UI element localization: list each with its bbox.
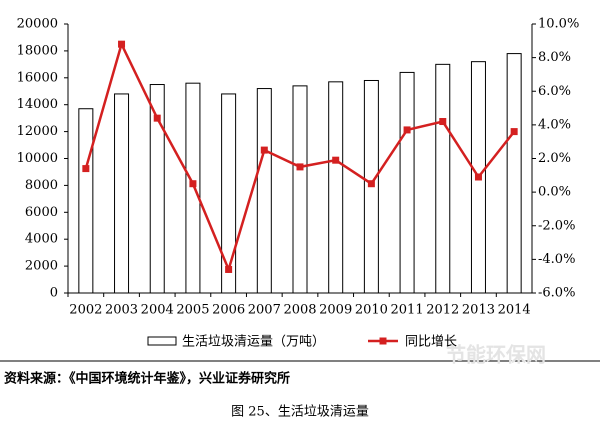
bar [185,82,201,294]
bar [435,63,451,294]
bar [292,85,308,294]
y-tick-label: 14000 [17,97,58,112]
bar [78,108,94,294]
x-tick-label: 2003 [105,303,138,318]
x-tick-label: 2009 [319,303,352,318]
y-tick-label: 20000 [17,17,58,32]
marker [82,165,90,173]
marker [118,40,126,48]
y-tick-label: 10000 [17,151,58,166]
y-tick-label: 18000 [17,43,58,58]
y-tick-label: 8000 [25,178,58,193]
marker [296,163,304,171]
y-tick-label: 4000 [25,232,58,247]
bar [328,81,344,294]
y-tick-label: 12000 [17,124,58,139]
x-tick-label: 2005 [176,303,209,318]
marker [439,118,447,126]
legend-label: 同比增长 [405,335,457,350]
marker [153,114,161,122]
y2-tick-label: -6.0% [538,286,575,301]
marker [367,180,375,188]
y2-tick-label: 4.0% [538,117,571,132]
bar [221,93,237,294]
x-tick-label: 2007 [248,303,281,318]
x-tick-label: 2014 [498,303,531,318]
marker [474,173,482,181]
y2-tick-label: 8.0% [538,50,571,65]
marker [510,128,518,136]
y2-tick-label: 2.0% [538,151,571,166]
y2-tick-label: -4.0% [538,252,575,267]
legend-swatch [379,337,387,345]
bar [399,71,415,294]
bar [506,53,522,294]
x-tick-label: 2011 [391,303,424,318]
y-tick-label: 16000 [17,70,58,85]
bar [114,93,130,294]
y-tick-label: 6000 [25,205,58,220]
x-tick-label: 2006 [212,303,245,318]
marker [189,180,197,188]
x-tick-label: 2004 [141,303,174,318]
source-note: 资料来源：《中国环境统计年鉴》，兴业证券研究所 [4,371,290,387]
y-tick-label: 2000 [25,259,58,274]
legend-swatch [147,336,177,346]
marker [403,126,411,134]
watermark: 节能环保网 [446,343,546,367]
y2-tick-label: 6.0% [538,84,571,99]
y2-tick-label: 0.0% [538,185,571,200]
legend-label: 生活垃圾清运量（万吨） [182,335,325,350]
x-tick-label: 2013 [462,303,495,318]
y2-tick-label: 10.0% [538,17,579,32]
y2-tick-label: -2.0% [538,218,575,233]
marker [260,146,268,154]
marker [225,265,233,273]
x-tick-label: 2010 [355,303,388,318]
x-tick-label: 2012 [426,303,459,318]
bar [149,84,165,294]
bar [256,88,272,294]
x-tick-label: 2002 [69,303,102,318]
marker [332,156,340,164]
caption: 图 25、生活垃圾清运量 [231,405,369,420]
x-tick-label: 2008 [283,303,316,318]
y-tick-label: 0 [50,286,58,301]
